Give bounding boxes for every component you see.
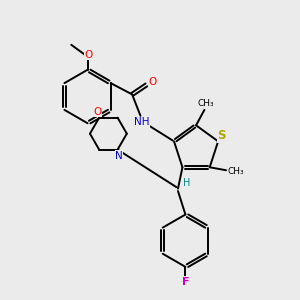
Text: O: O [84, 50, 93, 60]
Text: H: H [183, 178, 190, 188]
Text: CH₃: CH₃ [227, 167, 244, 176]
Text: O: O [148, 77, 157, 87]
Text: CH₃: CH₃ [197, 99, 214, 108]
Text: F: F [182, 277, 189, 287]
Text: S: S [218, 130, 226, 142]
Text: NH: NH [134, 117, 149, 128]
Text: N: N [115, 151, 123, 160]
Text: O: O [94, 107, 102, 117]
